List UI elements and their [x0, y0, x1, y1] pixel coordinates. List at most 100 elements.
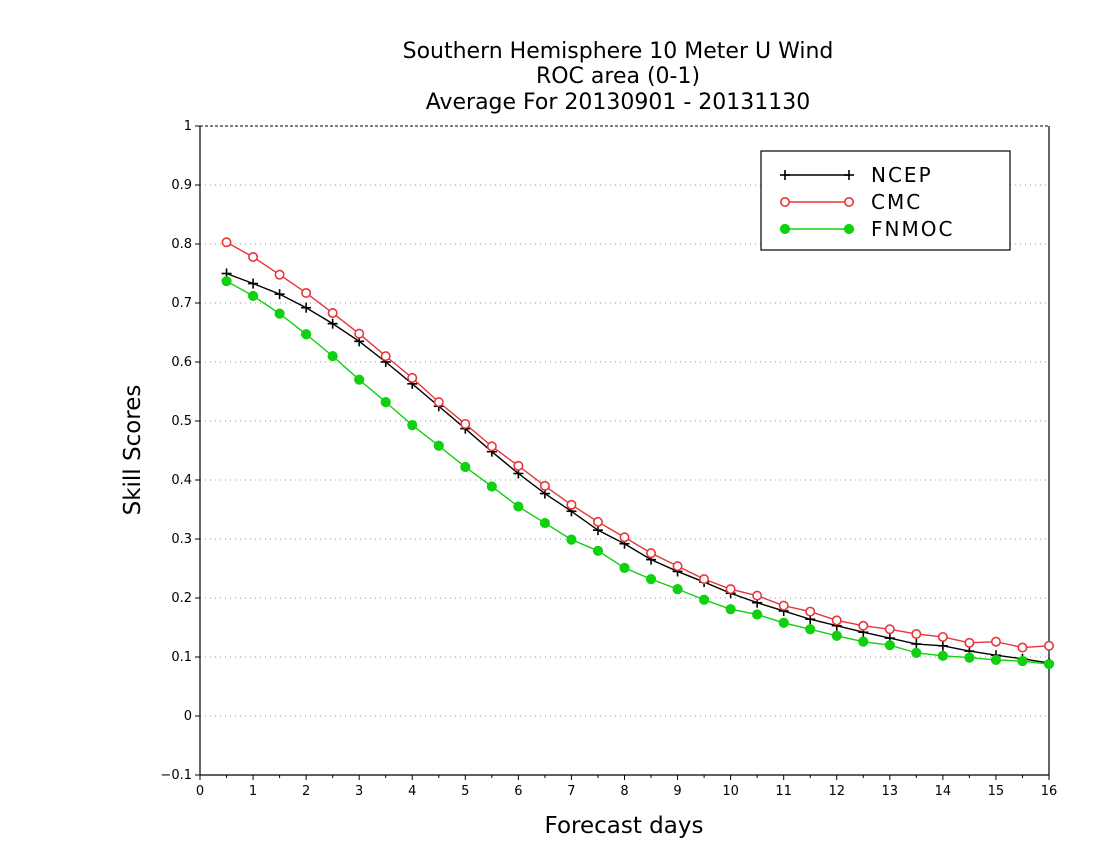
point-cmc-31 — [1044, 640, 1055, 651]
point-fnmoc-18 — [698, 594, 710, 605]
x-tick-label-9: 9 — [673, 784, 681, 799]
point-ncep-1 — [248, 278, 259, 289]
point-cmc-3 — [301, 287, 312, 298]
point-cmc-2 — [274, 269, 285, 280]
point-fnmoc-9 — [460, 461, 471, 473]
x-tick-label-11: 11 — [775, 784, 792, 799]
x-tick-label-8: 8 — [620, 784, 628, 799]
point-cmc-12 — [539, 480, 550, 491]
x-axis-title: Forecast days — [545, 813, 704, 839]
legend-marker-start-ncep — [780, 170, 790, 180]
point-cmc-5 — [354, 328, 365, 339]
series-fnmoc — [221, 276, 1055, 670]
point-fnmoc-2 — [274, 308, 285, 319]
point-fnmoc-3 — [301, 329, 312, 340]
point-fnmoc-15 — [619, 562, 630, 574]
legend-marker-start-fnmoc — [779, 223, 791, 235]
x-tick-label-16: 16 — [1041, 784, 1058, 799]
y-tick-label-9: 0.8 — [171, 237, 192, 252]
y-tick-label-5: 0.4 — [171, 473, 192, 488]
point-fnmoc-19 — [725, 604, 736, 615]
legend-label-ncep: NCEP — [871, 163, 933, 187]
point-fnmoc-27 — [937, 650, 948, 661]
point-cmc-1 — [248, 251, 259, 262]
y-tick-label-0: −0.1 — [160, 768, 192, 783]
point-ncep-4 — [327, 318, 338, 329]
point-cmc-22 — [805, 606, 816, 617]
x-tick-label-1: 1 — [249, 784, 257, 799]
point-fnmoc-1 — [247, 290, 259, 302]
point-fnmoc-29 — [990, 654, 1002, 666]
y-tick-label-2: 0.1 — [171, 650, 192, 665]
legend-entry-ncep: NCEP — [780, 163, 933, 187]
point-cmc-0 — [221, 237, 232, 248]
point-fnmoc-4 — [327, 351, 338, 362]
point-cmc-24 — [858, 620, 869, 631]
chart-title: Southern Hemisphere 10 Meter U Wind ROC … — [403, 39, 834, 115]
point-fnmoc-16 — [645, 574, 657, 585]
point-cmc-20 — [752, 590, 763, 601]
x-tick-label-6: 6 — [514, 784, 522, 799]
point-fnmoc-20 — [752, 609, 763, 620]
point-fnmoc-24 — [858, 636, 869, 647]
x-tick-label-15: 15 — [988, 784, 1005, 799]
x-tick-label-3: 3 — [355, 784, 363, 799]
tick-labels: −0.100.10.20.30.40.50.60.70.80.910 1 2 3 4 5 6… — [160, 119, 1057, 799]
point-fnmoc-7 — [407, 420, 418, 431]
y-tick-label-10: 0.9 — [171, 178, 192, 193]
x-tick-label-14: 14 — [935, 784, 952, 799]
point-fnmoc-25 — [884, 640, 895, 651]
point-cmc-21 — [778, 600, 789, 611]
point-cmc-6 — [380, 351, 391, 362]
legend-marker-end-ncep — [844, 170, 854, 180]
point-cmc-15 — [619, 532, 630, 543]
x-tick-label-13: 13 — [882, 784, 899, 799]
point-ncep-2 — [274, 289, 285, 300]
x-tick-label-10: 10 — [722, 784, 739, 799]
series-line-ncep — [226, 272, 1050, 664]
point-cmc-13 — [566, 499, 577, 510]
point-fnmoc-5 — [354, 374, 365, 385]
legend-box — [760, 150, 1011, 251]
point-cmc-25 — [884, 624, 895, 635]
y-tick-label-4: 0.3 — [171, 532, 192, 547]
x-tick-label-12: 12 — [828, 784, 845, 799]
legend-label-cmc: CMC — [871, 190, 922, 214]
legend-marker-end-fnmoc — [843, 223, 855, 235]
point-fnmoc-11 — [513, 501, 524, 512]
chart-title-line-3: Average For 20130901 - 20131130 — [426, 90, 811, 115]
point-fnmoc-13 — [566, 534, 577, 545]
point-cmc-28 — [964, 637, 975, 648]
point-cmc-18 — [699, 574, 710, 585]
y-axis-title: Skill Scores — [120, 385, 146, 516]
point-fnmoc-23 — [831, 630, 842, 641]
point-cmc-8 — [433, 397, 444, 408]
point-fnmoc-26 — [911, 647, 922, 658]
chart-title-line-1: Southern Hemisphere 10 Meter U Wind — [403, 39, 834, 64]
point-cmc-23 — [831, 615, 842, 626]
point-fnmoc-22 — [805, 624, 816, 635]
legend: NCEP CMC FNMOC — [760, 150, 1011, 251]
point-cmc-30 — [1017, 642, 1028, 653]
point-ncep-27 — [937, 640, 948, 651]
point-cmc-19 — [725, 584, 736, 595]
legend-entry-fnmoc: FNMOC — [779, 217, 954, 241]
point-fnmoc-14 — [592, 545, 604, 556]
x-tick-label-2: 2 — [302, 784, 310, 799]
point-cmc-26 — [911, 628, 922, 639]
legend-entry-cmc: CMC — [779, 190, 922, 214]
point-cmc-4 — [327, 308, 338, 319]
point-cmc-16 — [646, 548, 657, 559]
series-cmc — [221, 237, 1055, 653]
point-cmc-14 — [592, 516, 603, 527]
point-fnmoc-30 — [1017, 656, 1028, 667]
y-tick-label-8: 0.7 — [171, 296, 192, 311]
chart-title-line-2: ROC area (0-1) — [536, 64, 700, 89]
y-tick-label-11: 1 — [184, 119, 192, 134]
x-tick-label-4: 4 — [408, 784, 416, 799]
x-tick-label-7: 7 — [567, 784, 575, 799]
legend-label-fnmoc: FNMOC — [871, 217, 954, 241]
legend-marker-end-cmc — [843, 197, 854, 208]
point-fnmoc-10 — [486, 481, 497, 492]
legend-marker-start-cmc — [779, 197, 790, 208]
